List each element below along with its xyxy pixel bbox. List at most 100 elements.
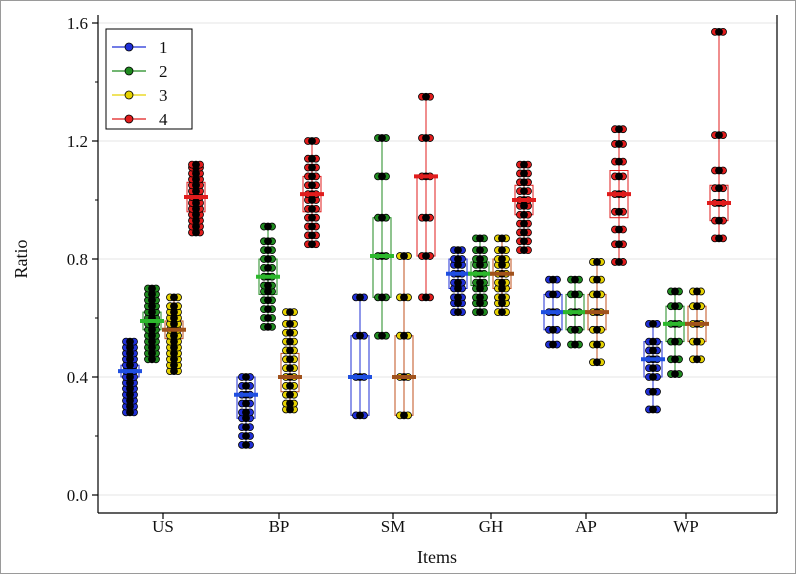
series-4-BP-point — [308, 240, 316, 249]
series-1-WP-point — [649, 387, 657, 396]
series-4-BP-point — [308, 154, 316, 163]
series-4-AP-point — [615, 172, 623, 181]
series-3-BP-point — [286, 364, 294, 373]
series-1-GH-point — [454, 255, 462, 263]
series-2-BP-point — [264, 296, 272, 305]
series-1-AP-point — [549, 325, 557, 334]
series-3-GH-point — [498, 293, 506, 302]
series-3-BP-point — [286, 381, 294, 390]
series-2-SM-point — [378, 172, 386, 181]
series-4-SM-point — [422, 134, 430, 142]
series-3-BP-point — [286, 337, 294, 346]
series-2-GH-point — [476, 234, 484, 243]
x-tick-label: WP — [673, 517, 699, 536]
series-2-GH-point — [476, 278, 484, 287]
series-3-GH-point — [498, 246, 506, 255]
series-4-GH-point — [520, 169, 528, 178]
series-1-GH-point — [454, 278, 462, 287]
series-3-GH-point — [498, 255, 506, 263]
series-2-WP-point — [671, 302, 679, 311]
series-2-US-point — [148, 284, 156, 293]
series-2-GH-point — [476, 308, 484, 317]
legend: 1 2 3 4 — [105, 28, 193, 130]
series-3-BP-point — [286, 308, 294, 317]
series-2-BP-point — [264, 305, 272, 314]
series-1-WP-point — [649, 346, 657, 355]
series-3-AP-point — [593, 325, 601, 334]
series-3-BP-point — [286, 319, 294, 328]
series-4-WP-point — [715, 216, 723, 225]
series-1-SM-point — [356, 411, 364, 420]
series-3-BP-point — [286, 390, 294, 399]
series-4-GH-point — [520, 237, 528, 246]
series-2-BP-point — [264, 314, 272, 322]
legend-entry-label: 4 — [159, 110, 168, 129]
series-3-BP-point — [286, 346, 294, 355]
series-2-WP-point — [671, 337, 679, 346]
legend-marker — [124, 90, 134, 100]
axes: 0.0 0.4 0.8 1.2 1.6 US BP SM GH AP WP — [67, 14, 778, 536]
series-1-AP-point — [549, 340, 557, 349]
series-3-BP-point — [286, 328, 294, 337]
series-2-GH-point — [476, 293, 484, 302]
series-4-WP-point — [715, 184, 723, 193]
series-3-SM-point — [400, 331, 408, 340]
series-3-WP-point — [693, 355, 701, 364]
series-3-US-point — [170, 302, 178, 311]
series-2-BP-point — [264, 263, 272, 272]
series-3-AP-point — [593, 340, 601, 349]
series-2-GH-point — [476, 246, 484, 255]
series-1-WP-point — [649, 373, 657, 381]
series-3-AP-point — [593, 258, 601, 266]
y-tick-label: 1.2 — [67, 132, 88, 151]
series-2-SM-point — [378, 293, 386, 302]
series-1-WP-point — [649, 364, 657, 373]
series-4-AP-point — [615, 140, 623, 148]
series-2-WP-point — [671, 370, 679, 378]
legend-box — [105, 28, 193, 130]
series-1-BP-point — [242, 423, 250, 432]
series-1-WP-point — [649, 319, 657, 328]
y-tick-label: 0.8 — [67, 250, 88, 269]
series-3-GH-point — [498, 308, 506, 317]
series-2-BP-point — [264, 246, 272, 255]
series-1-GH-point — [454, 246, 462, 255]
series-4-SM-point — [422, 293, 430, 302]
series-1-BP-point — [242, 408, 250, 417]
legend-entry-label: 1 — [159, 38, 168, 57]
series-3-SM-point — [400, 293, 408, 302]
series-4-AP-point — [615, 225, 623, 234]
series-1-SM-point — [356, 331, 364, 340]
legend-marker — [124, 114, 134, 124]
series-4-BP-point — [308, 172, 316, 181]
series-2-AP-point — [571, 325, 579, 334]
x-tick-label: GH — [479, 517, 504, 536]
y-tick-label: 0.0 — [67, 486, 88, 505]
series-1-WP-point — [649, 405, 657, 414]
series-1-US-point — [126, 337, 134, 346]
series-2-AP-point — [571, 290, 579, 299]
series-3-SM-point — [400, 411, 408, 420]
series-4-GH-point — [520, 187, 528, 196]
series-4-BP-point — [308, 204, 316, 213]
series-1-AP-point — [549, 290, 557, 299]
series-2-BP-point — [264, 255, 272, 263]
series-4-WP-point — [715, 234, 723, 243]
y-tick-label: 0.4 — [67, 368, 89, 387]
series-4-BP-point — [308, 181, 316, 190]
series-1-BP-point — [242, 373, 250, 381]
series-2-SM-point — [378, 134, 386, 142]
series-1-BP-point — [242, 432, 250, 440]
legend-marker — [124, 66, 134, 76]
series-3-SM-point — [400, 252, 408, 260]
series-2-SM-point — [378, 331, 386, 340]
series-3-WP-point — [693, 337, 701, 346]
series-2-GH-point — [476, 255, 484, 263]
legend-entry-label: 2 — [159, 62, 168, 81]
series-4-BP-point — [308, 213, 316, 222]
series-4-AP-point — [615, 240, 623, 249]
series-4-GH-point — [520, 178, 528, 187]
series-4-SM-point — [422, 92, 430, 101]
